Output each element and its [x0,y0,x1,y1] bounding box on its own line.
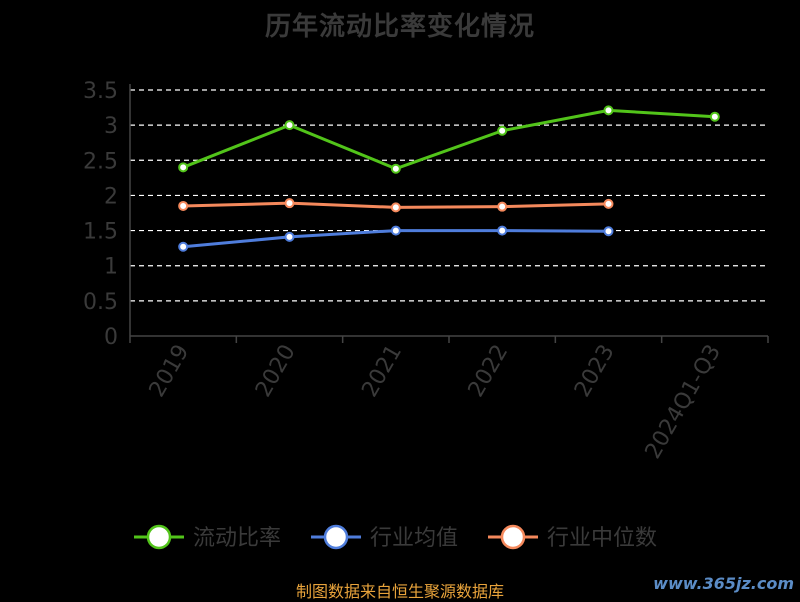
y-tick-label: 2 [104,184,118,209]
y-tick-label: 1.5 [83,220,118,245]
series-line [182,108,715,171]
legend-label: 行业均值 [370,526,458,551]
data-point [497,125,508,136]
legend-label: 行业中位数 [547,526,657,551]
legend-marker [146,524,172,550]
y-tick-labels: 0 0.5 1 1.5 2 2.5 3 3.5 [83,79,118,350]
x-tick-label: 2019 [145,341,195,402]
data-point [390,202,401,213]
chart-title: 历年流动比率变化情况 [264,12,535,42]
x-tick-label: 2023 [570,341,620,402]
data-source-note: 制图数据来自恒生聚源数据库 [295,582,504,601]
data-point [284,198,295,209]
data-point [178,241,189,252]
y-tick-label: 1 [104,255,118,280]
data-point [390,225,401,236]
data-point [709,111,720,122]
y-tick-label: 3 [104,114,118,139]
data-point [390,163,401,174]
legend-marker [323,524,349,550]
x-tick-labels: 2019 2020 2021 2022 2023 2024Q1-Q3 [145,340,726,463]
legend-marker [500,524,526,550]
data-point [178,162,189,173]
data-point [284,231,295,242]
data-point [497,225,508,236]
data-point [603,198,614,209]
data-point [178,200,189,211]
series-lines [178,105,720,252]
data-point [284,120,295,131]
watermark: www.365jz.com [653,574,794,593]
legend: 流动比率 行业均值 行业中位数 [134,524,657,551]
data-point [497,201,508,212]
x-tick-label: 2024Q1-Q3 [641,341,726,464]
y-tick-label: 0.5 [83,290,118,315]
axes [129,84,769,343]
x-tick-label: 2020 [251,341,301,402]
y-tick-label: 0 [104,325,118,350]
y-tick-label: 3.5 [83,79,118,104]
legend-label: 流动比率 [193,526,281,551]
data-point [603,226,614,237]
y-tick-label: 2.5 [83,149,118,174]
data-point [603,105,614,116]
x-tick-label: 2022 [464,340,514,401]
x-tick-label: 2021 [357,341,407,402]
grid-lines [130,89,768,302]
